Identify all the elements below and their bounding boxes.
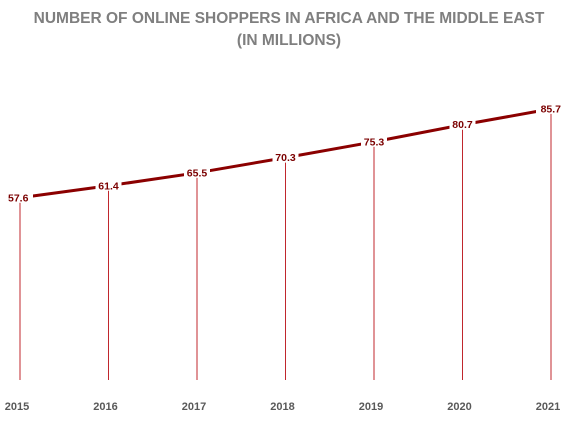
value-label-2021: 85.7 — [541, 103, 562, 115]
x-tick-label-2016: 2016 — [93, 401, 117, 413]
value-label-bg-2016 — [95, 177, 122, 191]
drop-lines — [19, 108, 552, 380]
x-tick-label-2018: 2018 — [270, 401, 294, 413]
value-label-2018: 70.3 — [275, 152, 296, 164]
chart-title-line-2: (IN MILLIONS) — [236, 32, 342, 49]
x-tick-label-2019: 2019 — [359, 401, 383, 413]
value-label-bg-2015 — [7, 189, 33, 203]
value-label-2019: 75.3 — [364, 136, 385, 148]
value-label-bg-2020 — [449, 116, 476, 130]
value-label-bg-2017 — [184, 164, 210, 178]
value-label-bg-2021 — [536, 100, 562, 114]
value-label-2017: 65.5 — [187, 167, 208, 179]
x-tick-label-2021: 2021 — [536, 401, 560, 413]
x-tick-label-2015: 2015 — [5, 401, 29, 413]
chart-title-line-1: NUMBER OF ONLINE SHOPPERS IN AFRICA AND … — [33, 10, 545, 27]
x-axis-tick-labels: 2015 2016 2017 2018 2019 2020 2021 — [5, 401, 560, 413]
value-labels: 57.6 61.4 65.5 70.3 75.3 80.7 85.7 — [7, 100, 562, 204]
value-label-bg-2019 — [361, 133, 387, 147]
value-label-bg-2018 — [272, 149, 299, 163]
x-tick-label-2017: 2017 — [182, 401, 206, 413]
chart-title: NUMBER OF ONLINE SHOPPERS IN AFRICA AND … — [0, 8, 578, 52]
x-tick-label-2020: 2020 — [447, 401, 471, 413]
value-label-2015: 57.6 — [8, 192, 29, 204]
value-label-2016: 61.4 — [98, 180, 119, 192]
value-label-2020: 80.7 — [452, 119, 473, 131]
